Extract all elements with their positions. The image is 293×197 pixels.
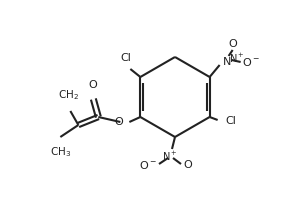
Text: O: O (115, 117, 123, 127)
Text: Cl: Cl (120, 53, 131, 63)
Text: CH$_2$: CH$_2$ (58, 88, 79, 102)
Text: $\mathsf{N^+}$: $\mathsf{N^+}$ (229, 51, 244, 65)
Text: N: N (223, 57, 231, 67)
Text: Cl: Cl (226, 116, 236, 126)
Text: $\mathsf{N^+}$: $\mathsf{N^+}$ (162, 150, 178, 163)
Text: O: O (228, 39, 237, 49)
Text: O: O (183, 160, 192, 170)
Text: O$^-$: O$^-$ (139, 159, 157, 171)
Text: O: O (88, 80, 97, 90)
Text: O$^-$: O$^-$ (242, 56, 260, 68)
Text: CH$_3$: CH$_3$ (50, 145, 71, 159)
